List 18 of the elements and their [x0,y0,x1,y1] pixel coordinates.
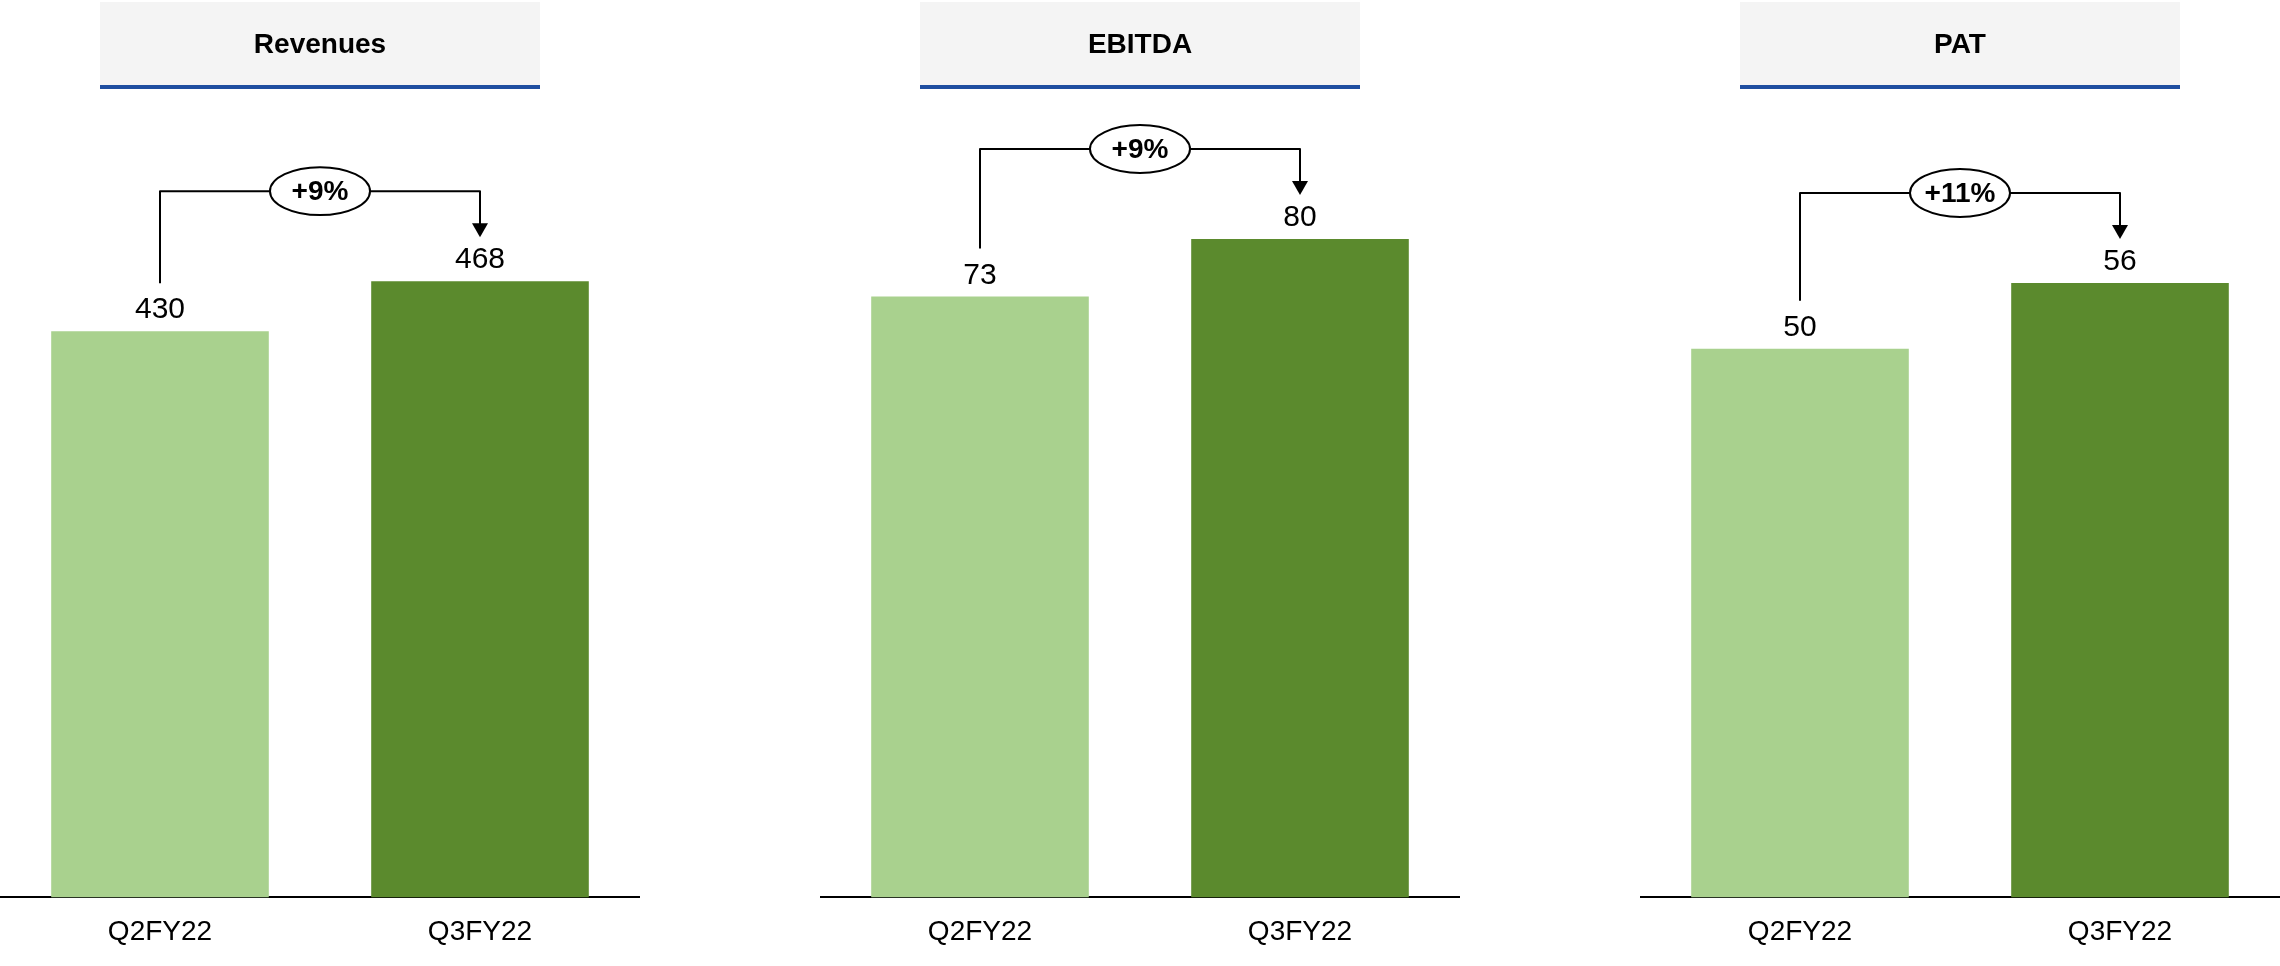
data-label: 50 [1783,309,1817,342]
data-label: 56 [2103,243,2137,277]
data-label: 468 [454,241,506,275]
chart-title: PAT [1740,2,2180,89]
x-tick-label: Q2FY22 [107,914,213,946]
x-tick-label: Q3FY22 [2067,914,2173,946]
chart-title: EBITDA [920,2,1360,89]
x-tick-label: Q2FY22 [1747,914,1853,946]
x-tick-label: Q3FY22 [427,914,533,946]
data-label: 80 [1283,199,1317,233]
text: +9% [1111,132,1169,164]
text: +11% [1924,176,1996,208]
text: +9% [291,174,349,206]
chart-title: Revenues [100,2,540,89]
x-tick-label: Q3FY22 [1247,914,1353,946]
data-label: 73 [963,256,997,290]
data-label: 430 [134,291,186,325]
x-tick-label: Q2FY22 [927,914,1033,946]
